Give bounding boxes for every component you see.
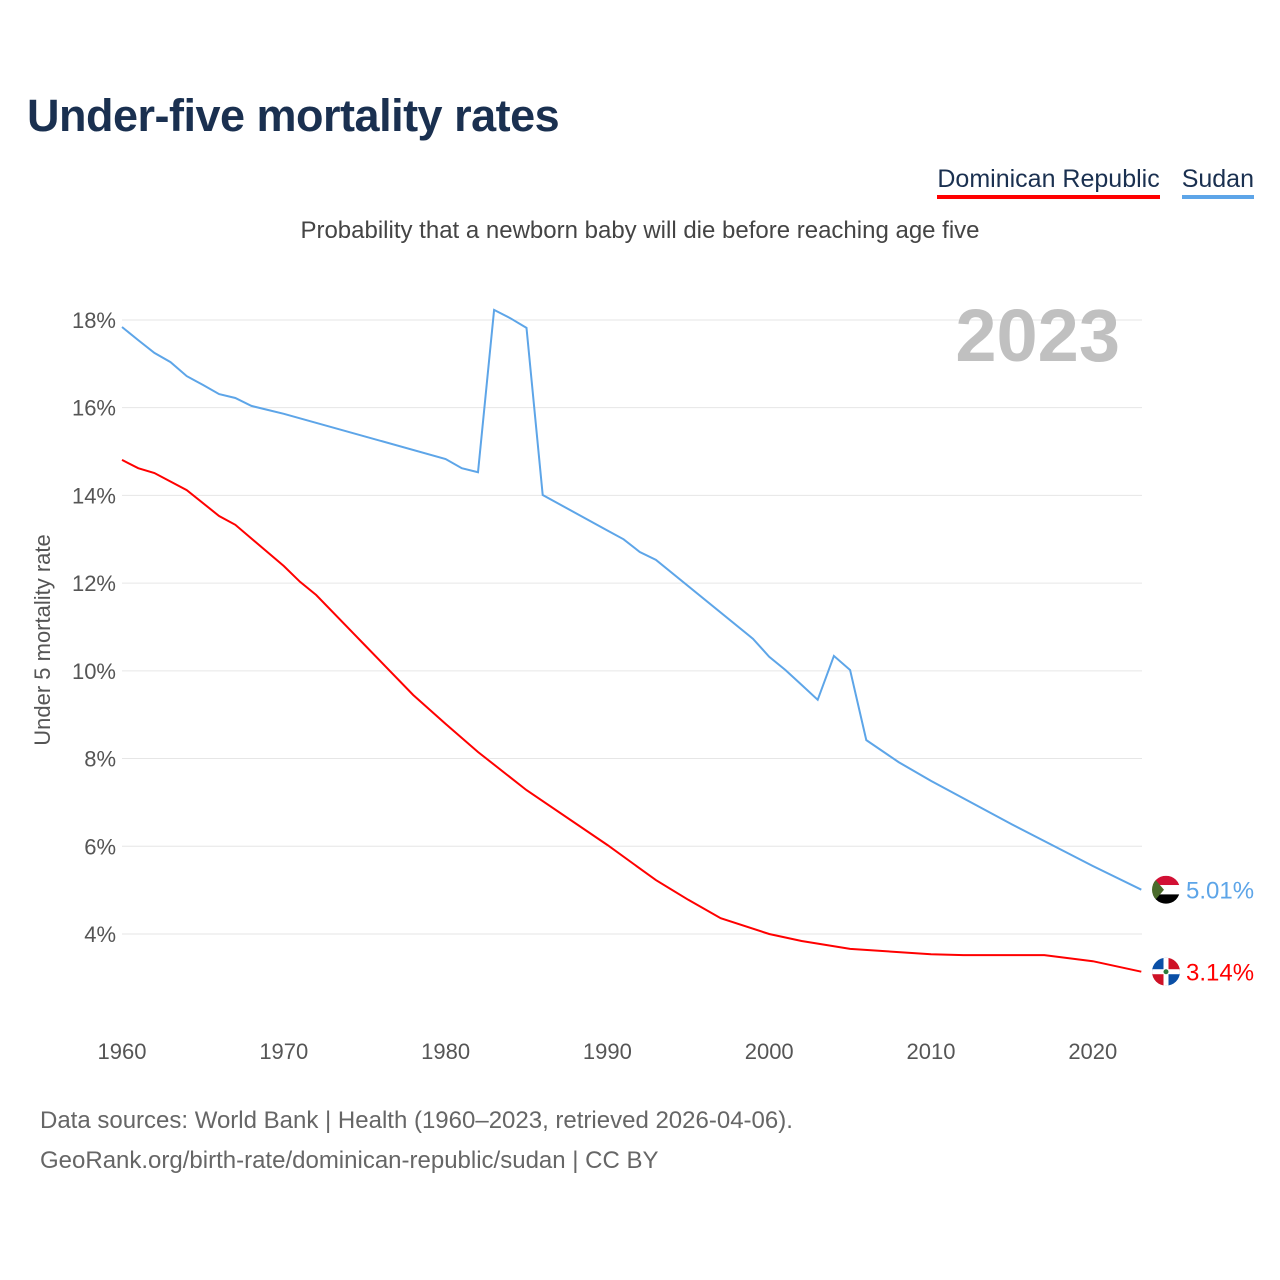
y-tick-label: 12% xyxy=(72,571,116,596)
y-axis-label: Under 5 mortality rate xyxy=(30,534,55,746)
y-tick-label: 14% xyxy=(72,483,116,508)
series-line-sudan xyxy=(121,308,1142,891)
chart-title: Under-five mortality rates xyxy=(27,90,560,141)
y-tick-label: 18% xyxy=(72,308,116,333)
y-tick-label: 16% xyxy=(72,396,116,421)
x-tick-label: 1960 xyxy=(98,1039,147,1064)
y-tick-label: 6% xyxy=(84,834,116,859)
sudan-flag-icon xyxy=(1152,875,1180,904)
legend-item-dominican-republic[interactable]: Dominican Republic xyxy=(937,165,1160,199)
x-tick-label: 2010 xyxy=(907,1039,956,1064)
y-tick-label: 4% xyxy=(84,922,116,947)
y-tick-label: 10% xyxy=(72,659,116,684)
footer-link[interactable]: GeoRank.org/birth-rate/dominican-republi… xyxy=(40,1147,659,1174)
dominican-republic-flag-icon xyxy=(1152,957,1180,986)
x-tick-label: 2000 xyxy=(745,1039,794,1064)
y-tick-label: 8% xyxy=(84,747,116,772)
x-tick-label: 1980 xyxy=(421,1039,470,1064)
legend: Dominican Republic Sudan xyxy=(937,165,1254,199)
legend-item-sudan[interactable]: Sudan xyxy=(1181,165,1254,199)
x-tick-label: 1970 xyxy=(259,1039,308,1064)
end-value-label: 5.01% xyxy=(1186,878,1254,905)
footer-sources: Data sources: World Bank | Health (1960–… xyxy=(40,1107,793,1134)
series-line-dominican-republic xyxy=(121,459,1142,973)
end-value-label: 3.14% xyxy=(1186,960,1254,987)
chart-subtitle: Probability that a newborn baby will die… xyxy=(300,217,980,244)
x-tick-label: 2020 xyxy=(1068,1039,1117,1064)
year-label: 2023 xyxy=(955,294,1120,377)
x-tick-label: 1990 xyxy=(583,1039,632,1064)
